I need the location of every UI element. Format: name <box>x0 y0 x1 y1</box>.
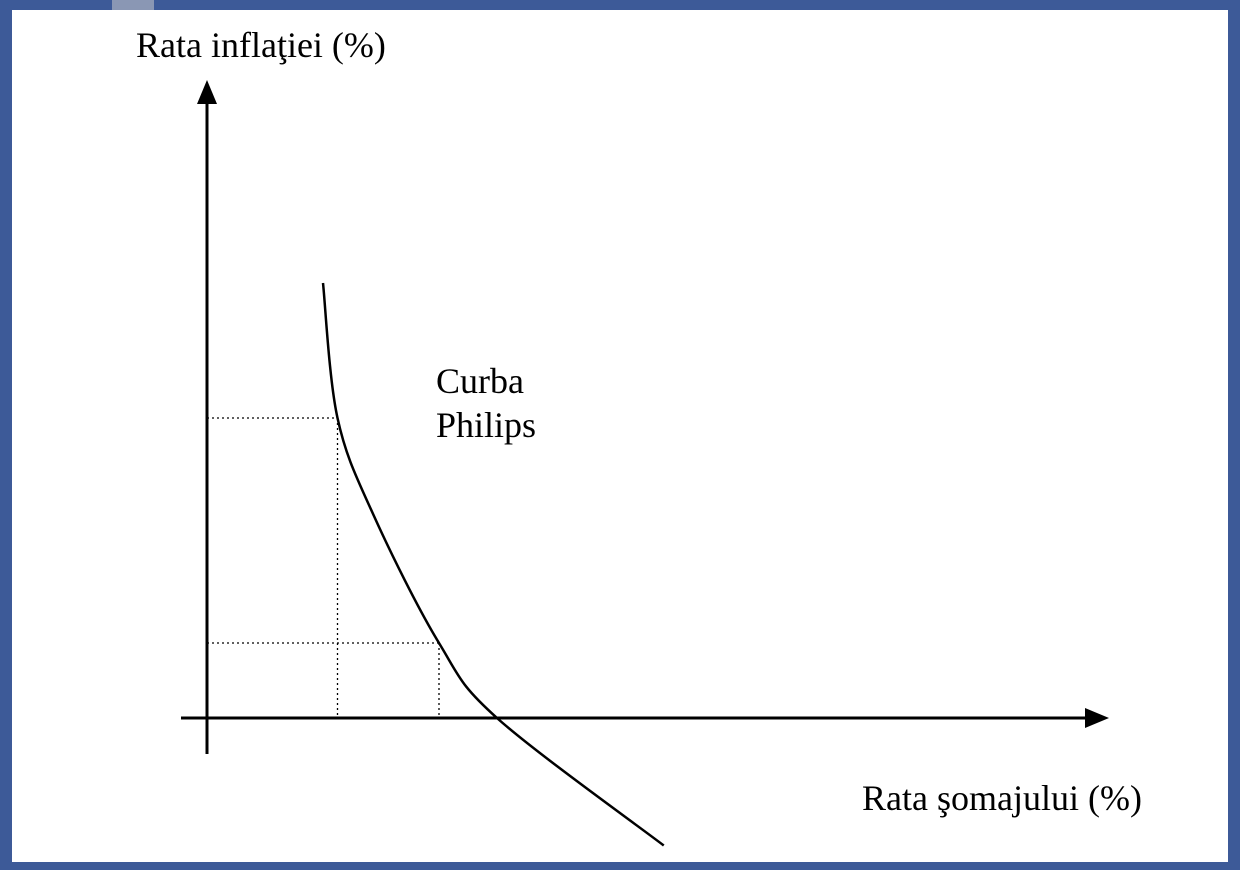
plot-layer <box>207 282 665 847</box>
curve-label-line-1: Curba <box>436 361 524 401</box>
x-axis-label: Rata şomajului (%) <box>862 778 1142 818</box>
x-axis-arrowhead <box>1085 708 1109 728</box>
chart-canvas <box>12 10 1228 862</box>
corner-tab <box>112 0 154 10</box>
curve-label-line-2: Philips <box>436 405 536 445</box>
phillips-curve-line-1 <box>321 282 665 847</box>
y-axis-label: Rata inflaţiei (%) <box>136 25 386 65</box>
y-axis-arrowhead <box>197 80 217 104</box>
